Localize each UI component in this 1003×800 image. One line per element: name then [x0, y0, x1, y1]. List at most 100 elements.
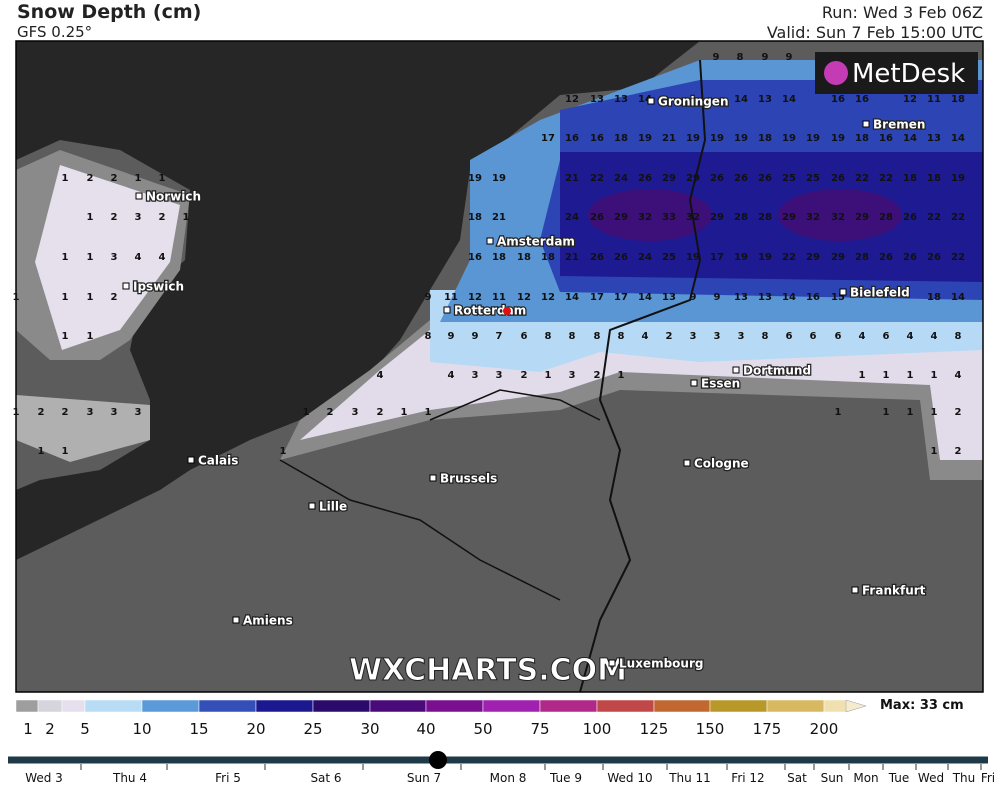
timeline-day[interactable]: Sat: [787, 771, 807, 785]
snow-value: 2: [87, 173, 94, 184]
timeline-day[interactable]: Fri: [981, 771, 995, 785]
snow-value: 1: [159, 173, 166, 184]
snow-value: 1: [87, 212, 94, 223]
timeline-day[interactable]: Mon 8: [490, 771, 527, 785]
snow-value: 29: [710, 212, 724, 223]
timeline-day[interactable]: Fri 5: [215, 771, 241, 785]
city-label: Ipswich: [133, 280, 184, 294]
timeline-day[interactable]: Thu 11: [668, 771, 711, 785]
snow-value: 2: [377, 407, 384, 418]
snow-purple: [778, 189, 902, 241]
snow-value: 19: [806, 133, 820, 144]
border: [279, 389, 601, 601]
snow-value: 9: [472, 331, 479, 342]
city-marker: [732, 366, 740, 374]
snow-value: 4: [135, 252, 142, 263]
snow-value: 3: [714, 331, 721, 342]
city-label: Dortmund: [743, 364, 811, 378]
snow-value: 9: [448, 331, 455, 342]
timeline-day[interactable]: Fri 12: [731, 771, 764, 785]
city-marker: [187, 456, 195, 464]
legend-swatch: [84, 699, 143, 713]
snow-value: 21: [565, 173, 579, 184]
snow-value: 18: [492, 252, 506, 263]
legend-swatch: [823, 699, 847, 713]
snow-value: 11: [492, 292, 506, 303]
snow-value: 12: [468, 292, 482, 303]
snow-value: 13: [734, 292, 748, 303]
snow-value: 2: [111, 173, 118, 184]
city-label: Lille: [319, 500, 347, 514]
snow-value: 16: [565, 133, 579, 144]
timeline-day[interactable]: Tue: [888, 771, 910, 785]
snow-value: 1: [87, 292, 94, 303]
snow-value: 12: [903, 94, 917, 105]
snow-value: 2: [62, 407, 69, 418]
snow-value: 12: [541, 292, 555, 303]
city-marker: [683, 459, 691, 467]
snow-value: 32: [806, 212, 820, 223]
snow-value: 18: [927, 173, 941, 184]
timeline-day[interactable]: Wed 3: [25, 771, 63, 785]
timeline-day[interactable]: Thu: [952, 771, 976, 785]
snow-value: 1: [62, 331, 69, 342]
snow-value: 29: [782, 212, 796, 223]
timeline-day[interactable]: Sun 7: [407, 771, 441, 785]
snow-value: 22: [855, 173, 869, 184]
city-label: Bremen: [873, 118, 925, 132]
snow-value: 9: [690, 292, 697, 303]
snow-value: 26: [590, 212, 604, 223]
snow-value: 21: [662, 133, 676, 144]
legend-label: 15: [189, 720, 208, 738]
snow-value: 1: [62, 292, 69, 303]
snow-value: 32: [831, 212, 845, 223]
snow-value: 29: [806, 252, 820, 263]
snow-value: 2: [521, 370, 528, 381]
snow-value: 1: [135, 173, 142, 184]
city-marker: [839, 288, 847, 296]
snow-value: 6: [521, 331, 528, 342]
snow-value: 29: [686, 173, 700, 184]
timeline-knob[interactable]: [429, 751, 447, 769]
snow-value: 4: [931, 331, 938, 342]
city-marker: [443, 306, 451, 314]
snow-value: 22: [927, 212, 941, 223]
snow-value: 1: [883, 370, 890, 381]
snow-value: 21: [565, 252, 579, 263]
border: [579, 59, 707, 692]
snow-purple: [588, 189, 712, 241]
snow-value: 18: [855, 133, 869, 144]
snow-value: 18: [951, 94, 965, 105]
snow-value: 1: [883, 407, 890, 418]
snow-value: 1: [87, 331, 94, 342]
city-marker: [135, 192, 143, 200]
snow-value: 32: [686, 212, 700, 223]
snow-value: 22: [782, 252, 796, 263]
legend-label: 125: [640, 720, 669, 738]
timeline-day[interactable]: Thu 4: [112, 771, 147, 785]
timeline-day[interactable]: Wed 10: [607, 771, 652, 785]
snow-value: 14: [903, 133, 917, 144]
snow-value: 19: [758, 252, 772, 263]
snow-value: 3: [135, 212, 142, 223]
snow-value: 8: [955, 331, 962, 342]
snow-value: 1: [907, 407, 914, 418]
snow-value: 1: [401, 407, 408, 418]
timeline-day[interactable]: Sun: [821, 771, 844, 785]
timeline-day[interactable]: Tue 9: [549, 771, 582, 785]
snow-value: 6: [883, 331, 890, 342]
snow-value: 1: [931, 370, 938, 381]
snow-value: 8: [737, 52, 744, 63]
snow-value: 2: [38, 407, 45, 418]
snow-value: 19: [686, 133, 700, 144]
legend-swatch: [255, 699, 314, 713]
snow-value: 16: [468, 252, 482, 263]
snow-value: 14: [951, 133, 965, 144]
legend-label: 20: [246, 720, 265, 738]
timeline-day[interactable]: Mon: [853, 771, 878, 785]
timeline-day[interactable]: Sat 6: [310, 771, 341, 785]
snow-value: 22: [951, 252, 965, 263]
timeline-day[interactable]: Wed: [918, 771, 944, 785]
snow-value: 26: [614, 252, 628, 263]
snow-value: 26: [831, 173, 845, 184]
